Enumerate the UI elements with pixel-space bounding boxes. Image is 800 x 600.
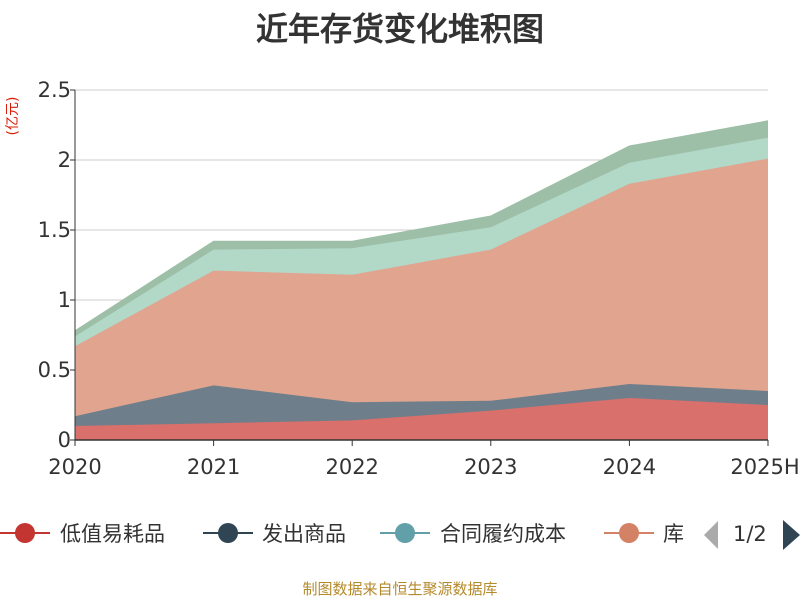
legend-label: 库: [663, 522, 684, 546]
x-tick-label: 2025H: [730, 455, 799, 479]
chart-title: 近年存货变化堆积图: [255, 10, 544, 48]
y-tick-label: 0: [58, 428, 71, 452]
legend: 低值易耗品 发出商品 合同履约成本 库 1/2: [0, 520, 800, 550]
area-series-1: [75, 398, 768, 440]
y-tick-label: 0.5: [38, 358, 71, 382]
x-tick-label: 2022: [325, 455, 378, 479]
legend-item[interactable]: 库: [604, 522, 684, 546]
legend-label: 低值易耗品: [60, 522, 165, 546]
legend-item[interactable]: 低值易耗品: [0, 522, 165, 546]
legend-label: 发出商品: [262, 522, 346, 546]
x-tick-label: 2020: [48, 455, 101, 479]
x-tick-label: 2024: [603, 455, 656, 479]
legend-item[interactable]: 合同履约成本: [380, 522, 566, 546]
area-series-4: [75, 137, 768, 347]
y-tick-label: 2.5: [38, 78, 71, 102]
area-series-2: [75, 384, 768, 426]
legend-label: 合同履约成本: [440, 522, 566, 546]
legend-item[interactable]: 发出商品: [203, 522, 346, 546]
legend-marker: [218, 523, 238, 543]
y-axis-unit-label: (亿元): [5, 97, 21, 136]
data-source-footer: 制图数据来自恒生聚源数据库: [302, 580, 498, 598]
area-series-3: [75, 158, 768, 417]
legend-marker: [395, 523, 415, 543]
y-tick-label: 1.5: [38, 218, 71, 242]
area-series-5-edge: [74, 120, 769, 332]
axes: 0 0.5 1 1.5 2 2.5 2020 2021 2022 2023 2024 2025H: [38, 78, 800, 479]
legend-next-arrow-icon[interactable]: [783, 520, 800, 550]
legend-marker: [15, 523, 35, 543]
legend-marker: [619, 523, 639, 543]
x-tick-label: 2023: [464, 455, 517, 479]
x-tick-label: 2021: [187, 455, 240, 479]
stacked-areas: [74, 120, 769, 440]
legend-prev-arrow-icon[interactable]: [704, 521, 718, 549]
y-tick-label: 1: [58, 288, 71, 312]
y-tick-label: 2: [58, 148, 71, 172]
legend-page-indicator: 1/2: [733, 522, 767, 546]
